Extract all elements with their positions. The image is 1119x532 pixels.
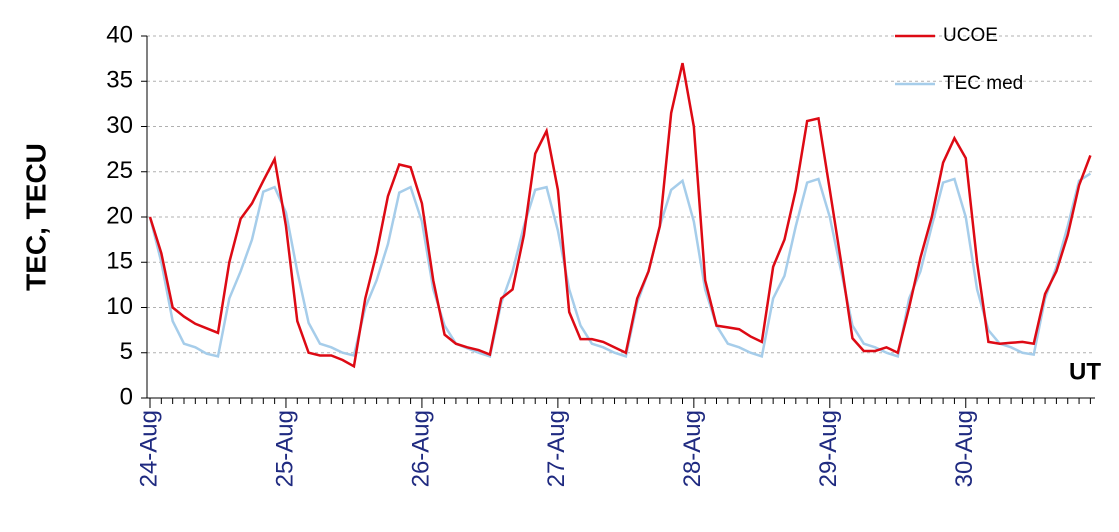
legend-label: TEC med xyxy=(943,73,1023,94)
x-tick-label: 28-Aug xyxy=(679,410,706,487)
y-tick-label: 0 xyxy=(120,383,133,410)
y-tick-label: 5 xyxy=(120,338,133,365)
y-tick-label: 10 xyxy=(106,293,133,320)
x-tick-label: 26-Aug xyxy=(407,410,434,487)
y-tick-label: 40 xyxy=(106,21,133,48)
x-tick-label: 25-Aug xyxy=(271,410,298,487)
y-axis-title: TEC, TECU xyxy=(20,143,51,291)
y-tick-label: 20 xyxy=(106,202,133,229)
x-tick-label: 30-Aug xyxy=(951,410,978,487)
legend-label: UCOE xyxy=(943,25,998,46)
x-tick-label: 29-Aug xyxy=(815,410,842,487)
y-tick-label: 30 xyxy=(106,112,133,139)
y-tick-label: 25 xyxy=(106,157,133,184)
x-tick-label: 24-Aug xyxy=(135,410,162,487)
series-line xyxy=(148,62,1092,369)
y-tick-label: 15 xyxy=(106,248,133,275)
series-line xyxy=(148,172,1092,358)
x-annotation: UT xyxy=(1069,358,1101,385)
x-tick-label: 27-Aug xyxy=(543,410,570,487)
y-tick-label: 35 xyxy=(106,67,133,94)
